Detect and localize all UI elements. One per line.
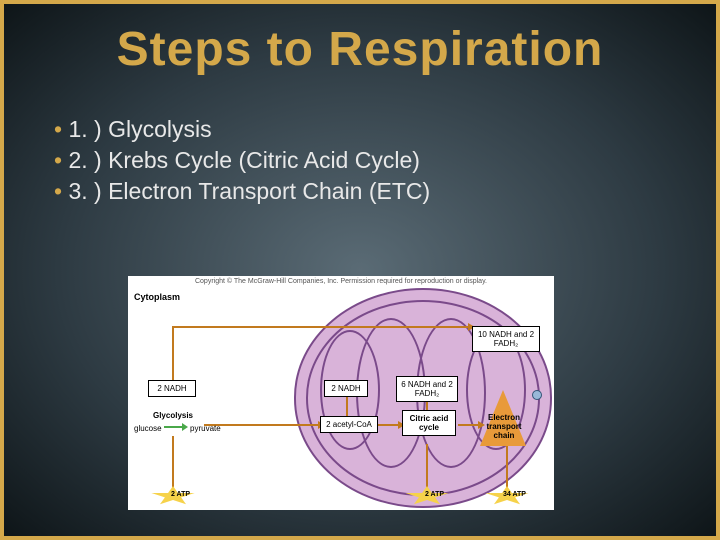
flow-line [172, 326, 468, 328]
bullet-list: 1. ) Glycolysis 2. ) Krebs Cycle (Citric… [54, 116, 676, 209]
respiration-diagram: Copyright © The McGraw-Hill Companies, I… [128, 276, 554, 510]
acetyl-box: 2 acetyl-CoA [320, 416, 378, 433]
nadh-right-box: 6 NADH and 2 FADH₂ [396, 376, 458, 402]
nadh-mid-box: 2 NADH [324, 380, 368, 397]
etc-box: Electron transport chain [480, 410, 528, 444]
slide-title: Steps to Respiration [4, 22, 716, 77]
nadh-top-box: 10 NADH and 2 FADH₂ [472, 326, 540, 352]
glucose-label: glucose [134, 424, 162, 433]
cytoplasm-label: Cytoplasm [134, 292, 180, 302]
green-arrow-head [182, 423, 188, 431]
atp-mid-label: 2 ATP [412, 491, 457, 498]
water-circle-icon [532, 390, 542, 400]
flow-line [204, 424, 318, 426]
flow-line [458, 424, 478, 426]
bullet-item: 1. ) Glycolysis [54, 116, 676, 143]
slide: Steps to Respiration 1. ) Glycolysis 2. … [0, 0, 720, 540]
green-arrow [164, 426, 182, 428]
atp-right-label: 34 ATP [492, 491, 537, 498]
nadh-left-box: 2 NADH [148, 380, 196, 397]
flow-line [172, 326, 174, 380]
flow-line [426, 444, 428, 490]
copyright-text: Copyright © The McGraw-Hill Companies, I… [128, 276, 554, 287]
atp-left-label: 2 ATP [158, 491, 203, 498]
flow-line [172, 436, 174, 490]
glycolysis-box: Glycolysis [138, 408, 208, 423]
citric-box: Citric acid cycle [402, 410, 456, 436]
pyruvate-label: pyruvate [190, 424, 221, 433]
bullet-item: 2. ) Krebs Cycle (Citric Acid Cycle) [54, 147, 676, 174]
bullet-item: 3. ) Electron Transport Chain (ETC) [54, 178, 676, 205]
flow-line [376, 424, 398, 426]
flow-line [506, 446, 508, 490]
